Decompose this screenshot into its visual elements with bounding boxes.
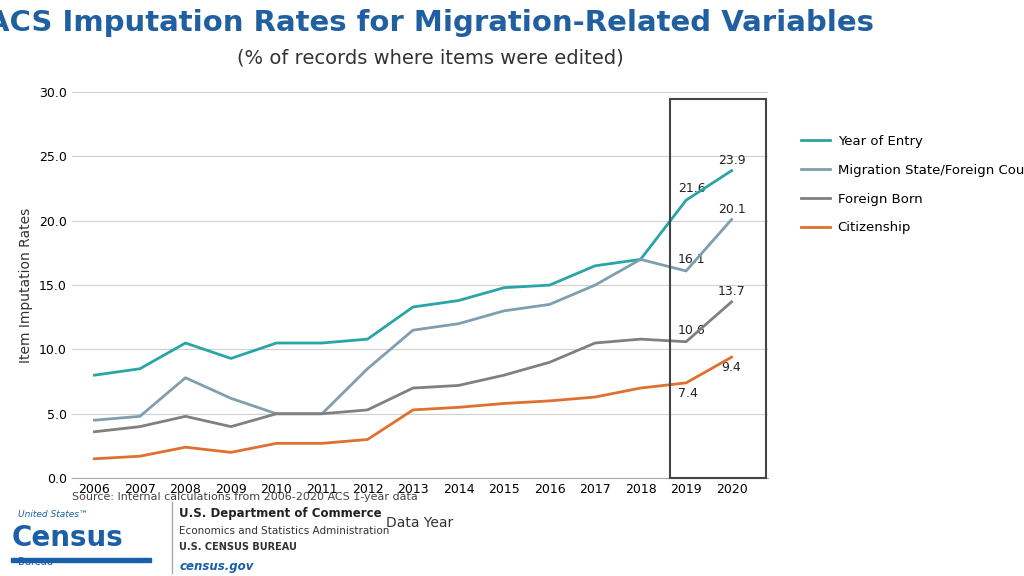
Text: United States™: United States™ [17,510,88,519]
Text: 20.1: 20.1 [718,203,745,216]
Text: 16.1: 16.1 [678,253,706,266]
Text: census.gov: census.gov [179,560,254,573]
Text: 21.6: 21.6 [678,183,706,195]
Text: ACS Imputation Rates for Migration-Related Variables: ACS Imputation Rates for Migration-Relat… [0,9,873,37]
Text: 23.9: 23.9 [718,154,745,167]
Text: Bureau: Bureau [17,558,53,567]
Text: Economics and Statistics Administration: Economics and Statistics Administration [179,525,389,536]
Text: U.S. CENSUS BUREAU: U.S. CENSUS BUREAU [179,542,297,552]
Legend: Year of Entry, Migration State/Foreign Country, Foreign Born, Citizenship: Year of Entry, Migration State/Foreign C… [796,130,1024,240]
Text: Source: Internal calculations from 2006-2020 ACS 1-year data: Source: Internal calculations from 2006-… [72,492,418,502]
Text: U.S. Department of Commerce: U.S. Department of Commerce [179,507,382,520]
Text: Census: Census [11,524,123,552]
Text: 9.4: 9.4 [722,361,741,374]
Text: (% of records where items were edited): (% of records where items were edited) [237,49,624,68]
Text: 13.7: 13.7 [718,286,745,298]
Bar [11,558,152,562]
Text: 7.4: 7.4 [678,387,697,400]
Text: 10.6: 10.6 [678,324,706,337]
Y-axis label: Item Imputation Rates: Item Imputation Rates [19,207,34,363]
Bar [670,98,766,478]
Text: Data Year: Data Year [386,516,454,529]
